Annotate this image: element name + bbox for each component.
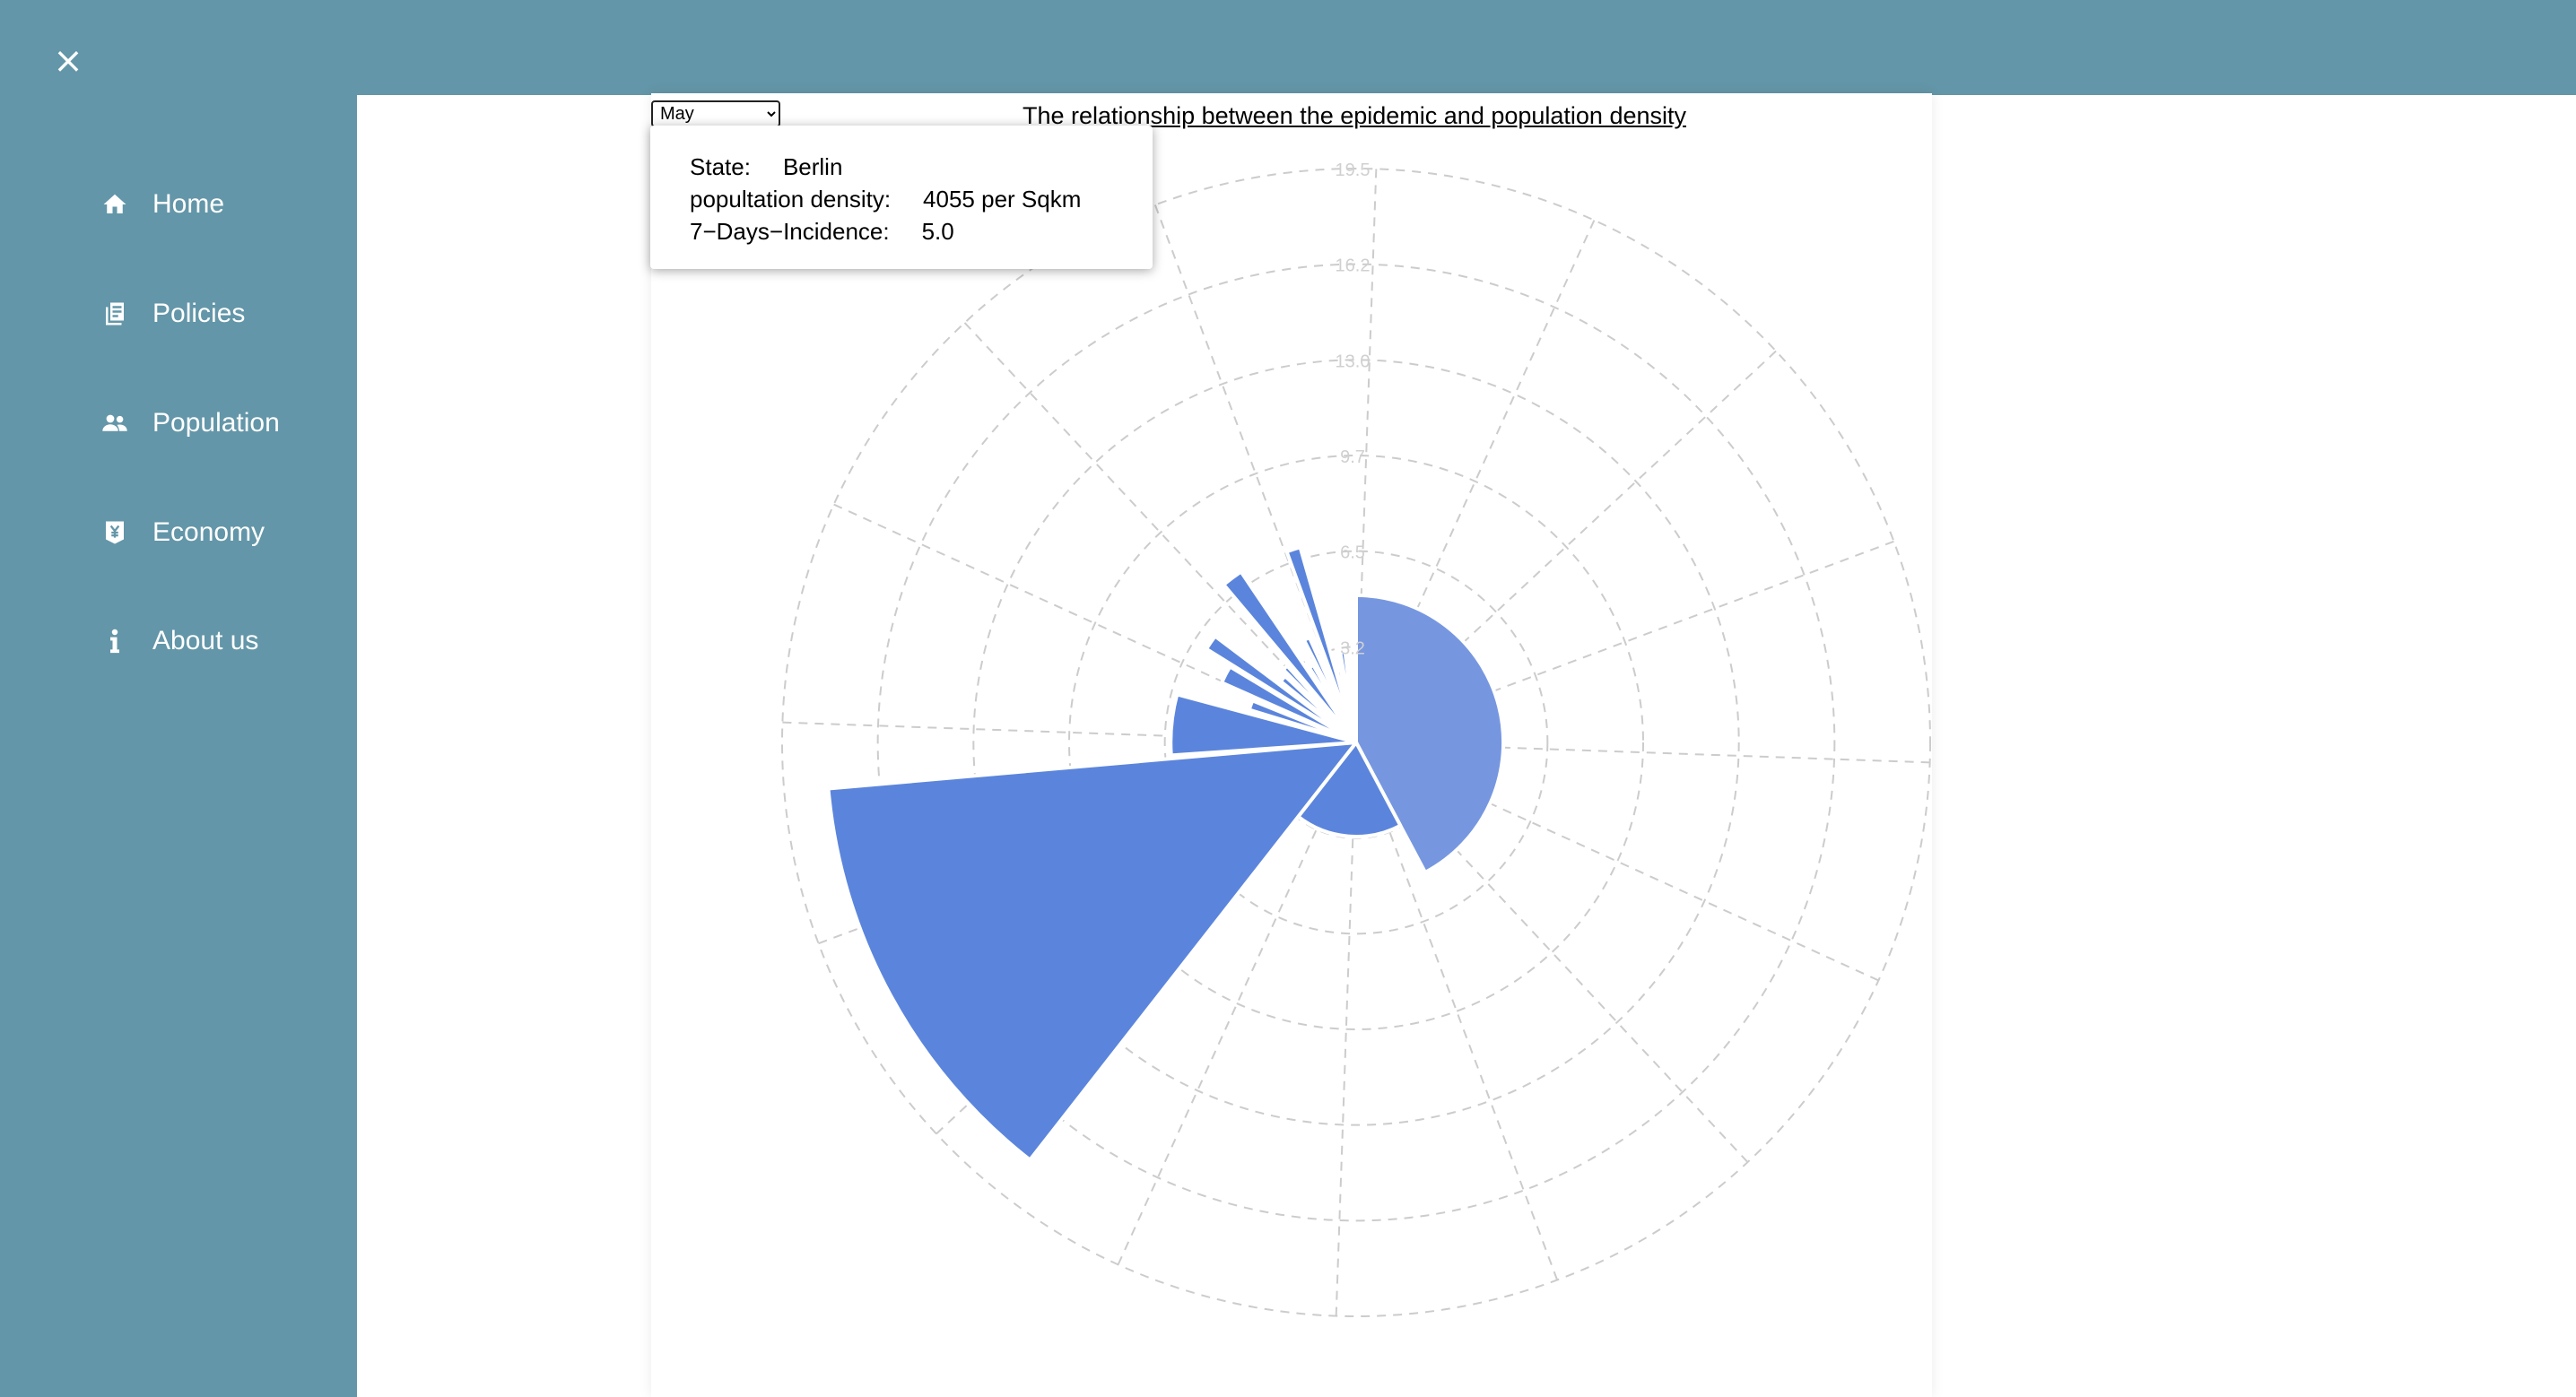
home-icon xyxy=(99,188,131,221)
sidebar-item-label: About us xyxy=(152,626,259,655)
close-icon[interactable]: × xyxy=(53,40,83,82)
tooltip-state-row: State: Berlin xyxy=(690,151,1153,183)
tooltip-incidence-row: 7−Days−Incidence: 5.0 xyxy=(690,215,1153,247)
chart-bar[interactable] xyxy=(1222,569,1358,744)
sidebar-item-label: Home xyxy=(152,189,225,219)
sidebar-item-economy[interactable]: Economy xyxy=(99,506,265,560)
chart-bar[interactable] xyxy=(1296,741,1403,838)
grid-ring xyxy=(781,168,1931,1317)
tooltip-density-row: popultation density: 4055 per Sqkm xyxy=(690,183,1153,215)
chart-bar[interactable] xyxy=(1169,692,1358,758)
tooltip-state-value: Berlin xyxy=(782,153,843,180)
grid-ring xyxy=(1068,455,1644,1030)
chart-bar[interactable] xyxy=(1284,545,1358,744)
currency-icon xyxy=(99,516,131,549)
radial-tick-label: 6.5 xyxy=(1340,543,1365,563)
sidebar-item-about[interactable]: About us xyxy=(99,614,258,668)
radial-tick-label: 9.7 xyxy=(1340,447,1365,467)
tooltip-incidence-value: 5.0 xyxy=(921,218,954,245)
sidebar-item-home[interactable]: Home xyxy=(99,178,224,231)
people-icon xyxy=(99,407,131,439)
sidebar: Home Policies Population Economy About u… xyxy=(0,95,357,1397)
sidebar-item-population[interactable]: Population xyxy=(99,396,280,450)
tooltip: State: Berlin popultation density: 4055 pe… xyxy=(650,126,1153,269)
chart-title: The relationship between the epidemic an… xyxy=(1023,102,1686,129)
chart-bar[interactable] xyxy=(1205,634,1358,744)
info-icon xyxy=(99,625,131,657)
chart-bar[interactable] xyxy=(1349,688,1358,744)
radial-tick-label: 19.5 xyxy=(1336,161,1371,180)
tooltip-state-label: State: xyxy=(690,153,751,180)
tooltip-density-value: 4055 per Sqkm xyxy=(923,186,1082,213)
chart-bar[interactable] xyxy=(826,741,1358,1162)
sidebar-item-label: Economy xyxy=(152,517,265,547)
chart-bar[interactable] xyxy=(1354,593,1506,874)
sidebar-item-label: Policies xyxy=(152,299,246,328)
radial-tick-label: 13.0 xyxy=(1336,351,1371,371)
grid-ring xyxy=(972,359,1740,1126)
radial-tick-label: 3.2 xyxy=(1340,638,1365,658)
chart-bar[interactable] xyxy=(1301,636,1358,744)
chart-bar[interactable] xyxy=(1338,650,1358,744)
sidebar-item-label: Population xyxy=(152,408,280,438)
sidebar-item-policies[interactable]: Policies xyxy=(99,287,245,341)
radial-tick-label: 16.2 xyxy=(1336,256,1371,276)
month-select[interactable]: May xyxy=(651,100,780,127)
grid-ring xyxy=(1163,550,1549,935)
grid-ring xyxy=(876,263,1836,1222)
document-icon xyxy=(99,298,131,330)
tooltip-density-label: popultation density: xyxy=(690,186,892,213)
tooltip-incidence-label: 7−Days−Incidence: xyxy=(690,218,890,245)
